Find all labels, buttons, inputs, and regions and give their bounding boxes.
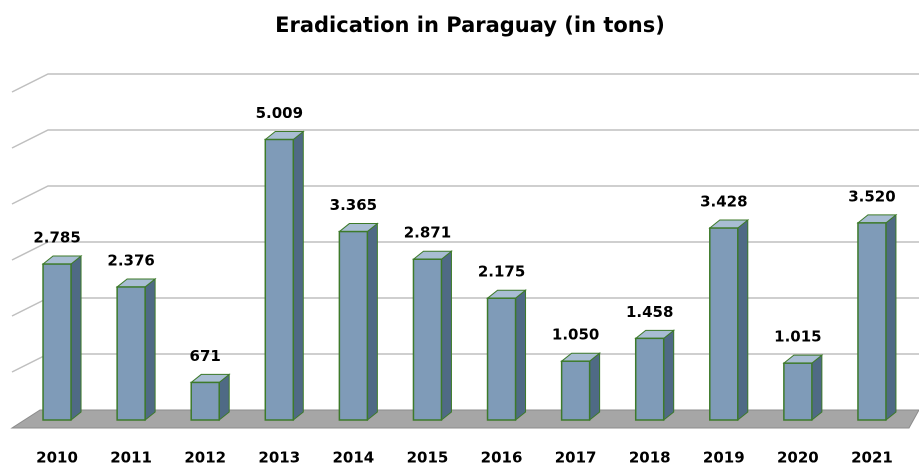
x-tick-label: 2017 — [555, 449, 597, 467]
bar-side — [440, 250, 452, 422]
x-tick-label: 2019 — [703, 449, 745, 467]
value-label: 3.428 — [700, 193, 747, 211]
x-tick-label: 2021 — [851, 449, 893, 467]
bar — [560, 360, 591, 421]
bar — [190, 381, 220, 421]
bar — [42, 263, 72, 421]
bar-side — [144, 277, 156, 422]
x-tick-label: 2013 — [258, 449, 300, 467]
grid-line — [11, 241, 919, 261]
value-label: 671 — [190, 347, 221, 365]
bar — [412, 258, 443, 421]
value-label: 3.365 — [330, 196, 377, 214]
x-tick-label: 2020 — [777, 449, 819, 467]
bar-side — [366, 222, 378, 422]
bar — [486, 297, 517, 421]
value-label: 3.520 — [848, 187, 895, 205]
floor — [10, 409, 919, 429]
x-tick-label: 2011 — [110, 449, 152, 467]
value-label: 1.458 — [626, 303, 673, 321]
grid-line — [11, 185, 919, 205]
bar-side — [70, 254, 82, 422]
value-label: 5.009 — [256, 104, 303, 122]
value-label: 2.871 — [404, 224, 451, 242]
value-label: 1.050 — [552, 326, 599, 344]
bar-side — [885, 213, 897, 422]
bar — [634, 337, 665, 421]
bar — [857, 222, 887, 421]
bar — [709, 227, 739, 421]
value-label: 2.175 — [478, 263, 525, 281]
grid-line — [11, 73, 919, 93]
x-tick-label: 2018 — [629, 449, 671, 467]
bar-side — [589, 352, 601, 422]
value-label: 1.015 — [774, 328, 821, 346]
bar — [116, 286, 146, 421]
bar-side — [663, 329, 675, 422]
x-tick-label: 2010 — [36, 449, 78, 467]
bar-side — [811, 354, 823, 422]
x-tick-label: 2012 — [184, 449, 226, 467]
grid-line — [11, 129, 919, 149]
x-tick-label: 2016 — [481, 449, 523, 467]
value-label: 2.785 — [33, 229, 80, 247]
value-label: 2.376 — [107, 251, 154, 269]
chart-title: Eradication in Paraguay (in tons) — [275, 13, 665, 37]
x-tick-label: 2015 — [407, 449, 449, 467]
bar-side — [737, 218, 749, 422]
bar-side — [515, 289, 527, 422]
bar — [783, 362, 813, 421]
bar — [338, 230, 369, 421]
bar — [264, 138, 295, 421]
bar-side — [292, 130, 304, 422]
x-tick-label: 2014 — [333, 449, 375, 467]
